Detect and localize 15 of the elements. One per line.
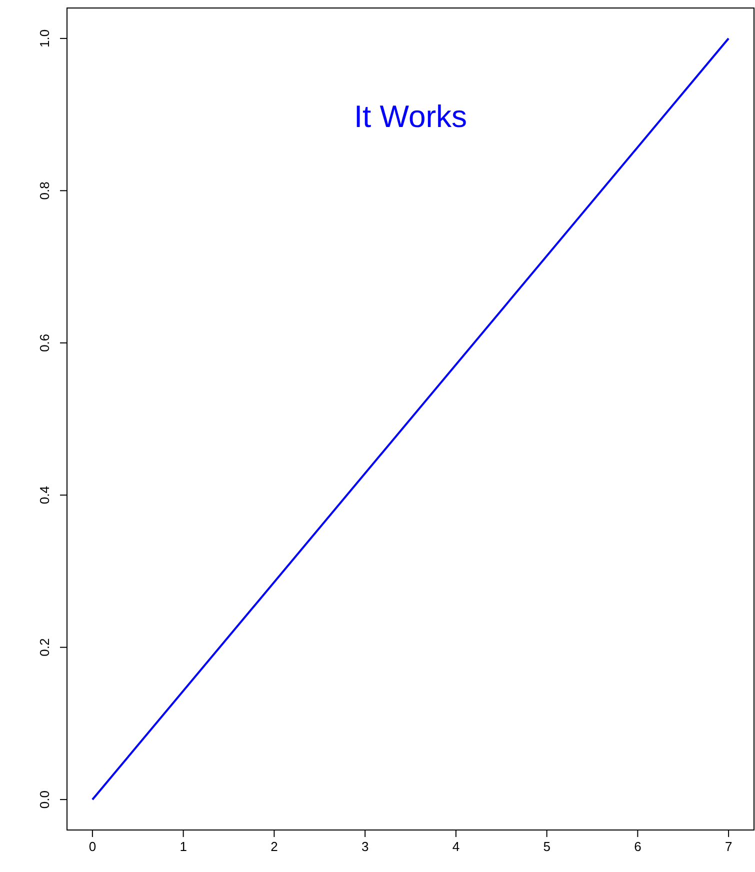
y-tick-label: 0.4 — [37, 486, 52, 504]
y-tick-label: 0.0 — [37, 790, 52, 809]
x-tick-label: 0 — [88, 839, 96, 854]
x-tick-label: 1 — [180, 839, 187, 854]
x-tick-label: 4 — [452, 839, 460, 854]
y-tick-label: 0.6 — [37, 334, 52, 352]
x-tick-label: 2 — [270, 839, 278, 854]
y-tick-label: 1.0 — [37, 29, 52, 48]
y-tick-label: 0.2 — [37, 638, 52, 656]
x-tick-label: 6 — [634, 839, 642, 854]
annotation: It Works — [354, 99, 468, 134]
x-tick-label: 3 — [361, 839, 369, 854]
x-tick-label: 7 — [724, 839, 732, 854]
y-tick-label: 0.8 — [37, 182, 52, 200]
x-tick-label: 5 — [543, 839, 550, 854]
